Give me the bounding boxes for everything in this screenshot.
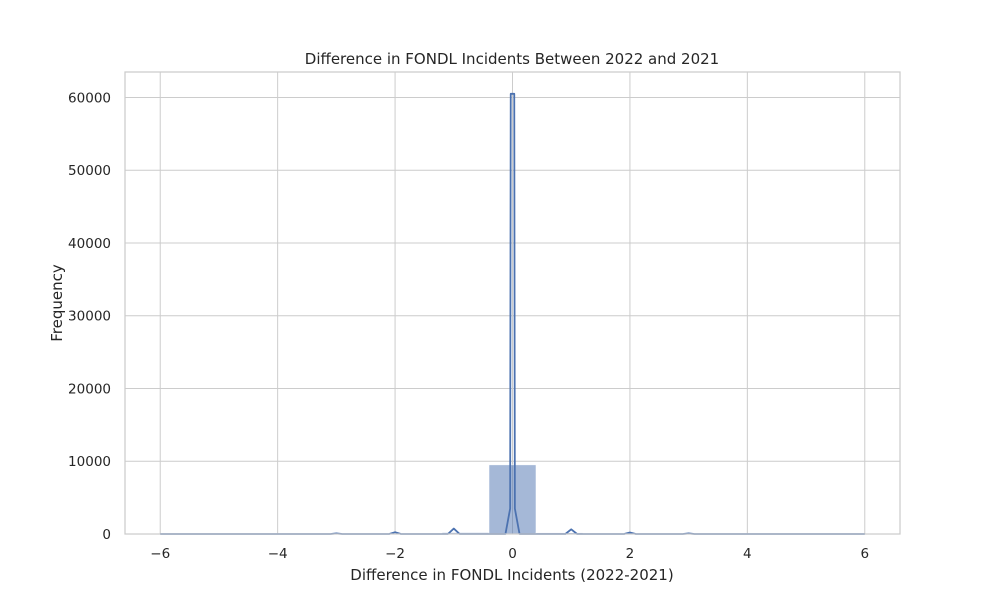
plot-frame	[124, 71, 901, 535]
x-tick-label-3: 0	[508, 546, 517, 562]
y-tick-label-0: 0	[102, 527, 111, 543]
histogram-bar-7	[488, 464, 537, 535]
y-tick-label-5: 50000	[68, 163, 111, 179]
x-tick-label-6: 6	[860, 546, 869, 562]
chart-title: Difference in FONDL Incidents Between 20…	[305, 50, 719, 68]
x-tick-labels: −6 −4 −2 0 2 4 6	[150, 546, 869, 562]
histogram-bars	[347, 464, 772, 535]
x-tick-label-5: 4	[743, 546, 752, 562]
x-tick-label-2: −2	[385, 546, 405, 562]
x-axis-label: Difference in FONDL Incidents (2022-2021…	[350, 566, 673, 584]
y-axis-label: Frequency	[48, 264, 66, 342]
x-tick-label-4: 2	[626, 546, 635, 562]
y-tick-label-3: 30000	[68, 309, 111, 325]
grid-lines	[125, 72, 900, 535]
y-tick-label-4: 40000	[68, 236, 111, 252]
y-tick-label-2: 20000	[68, 381, 111, 397]
y-tick-label-1: 10000	[68, 454, 111, 470]
y-tick-labels: 0 10000 20000 30000 40000 50000 60000	[68, 90, 111, 543]
x-tick-label-1: −4	[268, 546, 288, 562]
x-tick-label-0: −6	[150, 546, 170, 562]
y-tick-label-6: 60000	[68, 90, 111, 106]
